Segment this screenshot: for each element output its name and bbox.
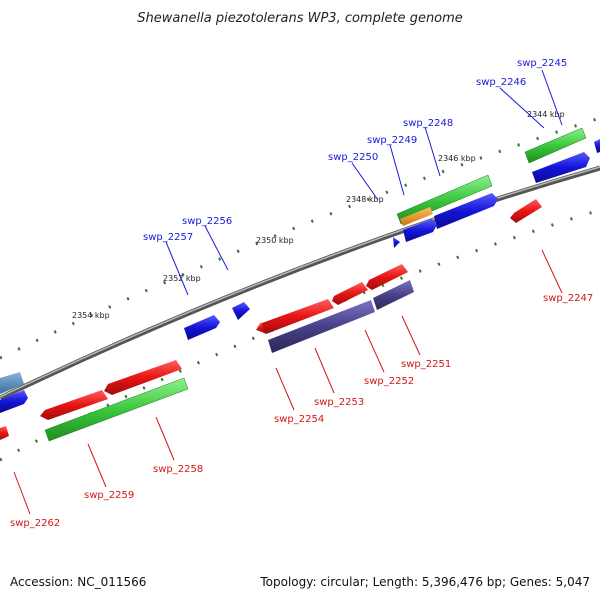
gene-label-swp-2248[interactable]: swp_2248 [403, 118, 453, 129]
feature-blue-swp-2250[interactable] [393, 237, 400, 248]
feature-red-swp-2259[interactable] [40, 390, 108, 420]
gene-label-swp-2249[interactable]: swp_2249 [367, 135, 417, 146]
gene-label-swp-2257[interactable]: swp_2257 [143, 232, 193, 243]
feature-green-swp-2258[interactable] [44, 377, 189, 442]
tick-label-2348: 2348 kbp [346, 195, 384, 204]
tick-label-2346: 2346 kbp [438, 154, 476, 163]
feature-orange-swp-2249[interactable] [400, 207, 433, 226]
tick-label-2354: 2354 kbp [72, 311, 110, 320]
accession-text: Accession: NC_011566 [10, 575, 146, 589]
gene-label-swp-2253[interactable]: swp_2253 [314, 397, 364, 408]
tick-label-2350: 2350 kbp [256, 236, 294, 245]
genome-backbone-highlight [0, 166, 600, 398]
feature-blue-swp-2246[interactable] [532, 152, 590, 183]
inner-tick-track [0, 208, 600, 462]
genome-backbone [0, 165, 600, 401]
feature-blue-right-edge[interactable] [594, 139, 600, 153]
feature-purple-swp-2253[interactable] [268, 300, 375, 353]
map-title: Shewanella piezotolerans WP3, complete g… [137, 11, 463, 26]
upper-leader-lines [165, 69, 563, 296]
feature-steelblue-left[interactable] [0, 372, 24, 394]
outer-tick-track [0, 116, 600, 360]
feature-red-swp-2262[interactable] [0, 426, 9, 440]
gene-label-swp-2252[interactable]: swp_2252 [364, 376, 414, 387]
feature-blue-swp-2256[interactable] [232, 302, 250, 320]
feature-purple-swp-2251[interactable] [373, 280, 414, 310]
gene-label-swp-2254[interactable]: swp_2254 [274, 414, 324, 425]
gene-label-swp-2247[interactable]: swp_2247 [543, 293, 593, 304]
tick-label-2344: 2344 kbp [527, 110, 565, 119]
gene-label-swp-2258[interactable]: swp_2258 [153, 464, 203, 475]
gene-label-swp-2259[interactable]: swp_2259 [84, 490, 134, 501]
feature-red-swp-2258[interactable] [104, 360, 182, 395]
gene-label-swp-2250[interactable]: swp_2250 [328, 152, 378, 163]
gene-label-swp-2245[interactable]: swp_2245 [517, 58, 567, 69]
gene-label-swp-2251[interactable]: swp_2251 [401, 359, 451, 370]
topology-text: Topology: circular; Length: 5,396,476 bp… [259, 575, 590, 589]
feature-green-swp-2245[interactable] [524, 127, 587, 164]
feature-red-swp-2253[interactable] [258, 299, 334, 334]
feature-blue-swp-2249[interactable] [403, 219, 437, 242]
feature-blue-swp-2257[interactable] [184, 315, 220, 340]
gene-label-swp-2262[interactable]: swp_2262 [10, 518, 60, 529]
feature-blue-left[interactable] [0, 390, 28, 413]
lower-leader-lines [13, 249, 563, 515]
feature-red-swp-2252[interactable] [332, 282, 368, 305]
feature-red-swp-2247[interactable] [510, 199, 542, 223]
feature-red-small-2254[interactable] [256, 322, 265, 333]
feature-blue-swp-2248[interactable] [434, 193, 498, 229]
tick-label-2352: 2352 kbp [163, 274, 201, 283]
gene-label-swp-2246[interactable]: swp_2246 [476, 77, 526, 88]
feature-red-swp-2251[interactable] [366, 264, 408, 290]
gene-label-swp-2256[interactable]: swp_2256 [182, 216, 232, 227]
